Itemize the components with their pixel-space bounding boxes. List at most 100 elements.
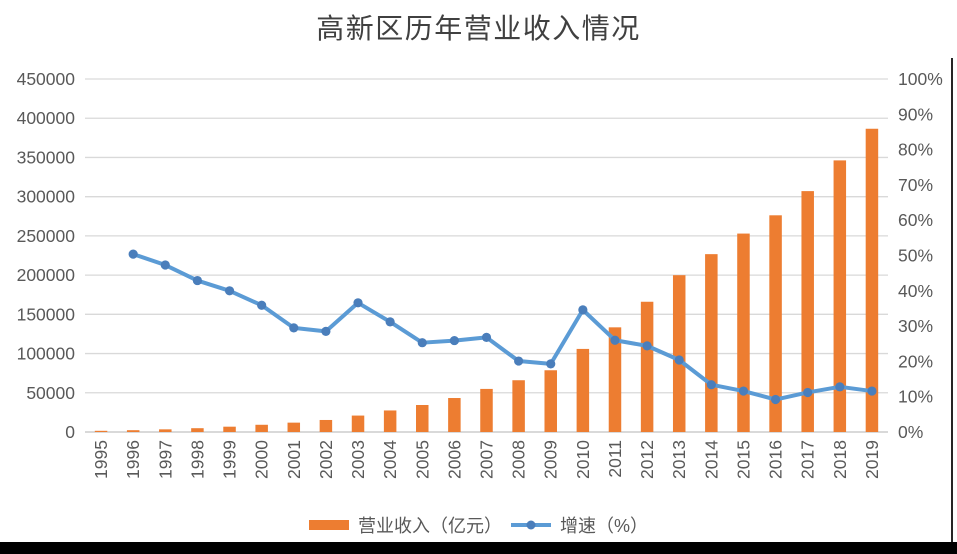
growth-marker-2010 <box>578 305 588 315</box>
revenue-bar-2019 <box>865 128 879 432</box>
growth-marker-2014 <box>706 380 716 390</box>
right-axis-label-10%: 10% <box>898 387 933 407</box>
right-frame-line <box>951 58 953 542</box>
growth-marker-1998 <box>192 275 203 286</box>
x-axis-label-2007: 2007 <box>477 440 497 479</box>
revenue-legend-label: 营业收入（亿元） <box>357 516 502 536</box>
revenue-bar-2003 <box>351 415 365 432</box>
revenue-bar-2004 <box>383 410 397 432</box>
right-axis-label-40%: 40% <box>898 281 933 301</box>
growth-marker-2016 <box>770 394 781 405</box>
left-axis-label-300000: 300000 <box>17 187 76 207</box>
right-axis-label-30%: 30% <box>898 316 933 336</box>
left-axis-label-350000: 350000 <box>17 147 76 167</box>
growth-marker-1999 <box>224 286 235 296</box>
x-axis-label-2005: 2005 <box>412 440 432 479</box>
left-axis-label-450000: 450000 <box>17 69 76 89</box>
growth-marker-2019 <box>867 386 877 396</box>
growth-legend-swatch-icon <box>510 520 551 530</box>
revenue-bar-2005 <box>416 405 429 432</box>
revenue-bar-1996 <box>126 430 140 432</box>
growth-marker-2001 <box>289 323 299 333</box>
revenue-bar-2001 <box>287 422 301 432</box>
revenue-bar-2014 <box>705 254 718 432</box>
x-axis-label-2010: 2010 <box>573 440 593 479</box>
x-axis-label-2003: 2003 <box>348 440 368 479</box>
x-axis-label-2008: 2008 <box>509 440 529 479</box>
x-axis-label-2015: 2015 <box>733 440 753 479</box>
x-axis-label-2009: 2009 <box>541 440 561 479</box>
growth-marker-2003 <box>353 298 363 308</box>
revenue-bar-1995 <box>94 430 108 432</box>
x-axis-label-2018: 2018 <box>830 440 850 479</box>
left-axis-label-100000: 100000 <box>17 344 76 364</box>
growth-marker-1996 <box>128 249 138 259</box>
x-axis-label-1995: 1995 <box>91 440 111 479</box>
x-axis-label-2001: 2001 <box>284 440 304 479</box>
revenue-bar-2009 <box>544 370 557 432</box>
x-axis-label-2012: 2012 <box>637 440 657 479</box>
growth-marker-2017 <box>803 387 813 398</box>
x-axis-label-2011: 2011 <box>605 440 625 478</box>
revenue-bar-2015 <box>737 233 750 432</box>
legend: 营业收入（亿元） 增速（%） <box>0 513 957 537</box>
growth-marker-2002 <box>321 326 331 336</box>
x-axis-label-2004: 2004 <box>380 440 400 479</box>
growth-legend-label: 增速（%） <box>559 516 648 536</box>
right-axis-label-20%: 20% <box>898 351 933 371</box>
growth-marker-2012 <box>642 341 652 351</box>
growth-marker-2018 <box>835 382 845 392</box>
chart-title: 高新区历年营业收入情况 <box>316 14 641 45</box>
left-axis-label-400000: 400000 <box>17 108 76 128</box>
right-axis-label-60%: 60% <box>898 210 933 230</box>
growth-marker-2000 <box>257 300 267 310</box>
left-axis-label-50000: 50000 <box>26 383 75 403</box>
x-axis-label-1998: 1998 <box>187 440 207 479</box>
growth-marker-2015 <box>738 386 749 396</box>
left-axis-label-200000: 200000 <box>17 265 76 285</box>
growth-marker-2009 <box>546 359 556 369</box>
revenue-bar-1999 <box>223 426 236 432</box>
x-axis-label-2019: 2019 <box>862 440 882 479</box>
revenue-bar-2016 <box>769 215 782 432</box>
growth-legend-marker-icon <box>526 520 536 530</box>
bottom-black-bar <box>0 542 957 554</box>
revenue-legend-swatch-icon <box>308 520 349 530</box>
growth-marker-2008 <box>514 356 524 366</box>
revenue-bar-2002 <box>319 419 333 432</box>
revenue-bar-2011 <box>608 327 622 432</box>
growth-marker-2004 <box>385 317 395 327</box>
revenue-bar-2012 <box>640 301 654 432</box>
revenue-bar-1997 <box>159 429 172 432</box>
x-axis-label-2017: 2017 <box>798 440 818 479</box>
right-axis-label-90%: 90% <box>898 104 933 124</box>
revenue-bar-2006 <box>448 398 461 432</box>
left-axis-label-0: 0 <box>65 422 75 442</box>
revenue-bar-2018 <box>833 160 847 432</box>
revenue-bar-2007 <box>480 388 493 432</box>
right-axis-label-80%: 80% <box>898 140 933 160</box>
x-axis-label-2016: 2016 <box>766 440 786 479</box>
x-axis-label-1999: 1999 <box>220 440 240 479</box>
revenue-bar-1998 <box>191 428 204 432</box>
revenue-bar-2000 <box>255 424 268 432</box>
x-axis-label-2006: 2006 <box>444 440 464 479</box>
x-axis-label-2000: 2000 <box>252 440 272 479</box>
growth-marker-2005 <box>417 338 427 348</box>
x-axis-label-2002: 2002 <box>316 440 336 479</box>
revenue-bar-2017 <box>801 191 814 432</box>
growth-marker-2007 <box>481 332 492 342</box>
right-axis-label-0%: 0% <box>898 422 923 442</box>
left-axis-label-250000: 250000 <box>17 226 76 246</box>
x-axis-label-2014: 2014 <box>701 440 721 479</box>
growth-marker-2013 <box>674 355 684 365</box>
revenue-bar-2013 <box>672 275 686 432</box>
right-axis-label-70%: 70% <box>898 175 933 195</box>
x-axis-label-1997: 1997 <box>155 440 175 479</box>
revenue-bar-2010 <box>576 348 590 432</box>
growth-marker-2011 <box>610 335 620 345</box>
right-axis-label-50%: 50% <box>898 246 933 266</box>
x-axis-label-2013: 2013 <box>669 440 689 479</box>
